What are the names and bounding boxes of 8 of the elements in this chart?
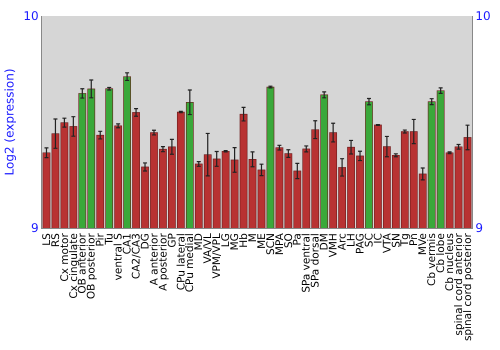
x-tick-label: RS	[50, 232, 62, 248]
y2-tick-label: 9	[475, 221, 484, 236]
y2-tick-label: 10	[475, 9, 491, 24]
x-tick-label: spinal cord posterior	[462, 232, 474, 342]
x-tick-label: OB posterior	[86, 232, 98, 300]
x-tick-label: Tg	[399, 233, 412, 248]
y-axis-title: Log2 (expression)	[2, 68, 17, 176]
x-tick-label: DG	[139, 233, 152, 250]
